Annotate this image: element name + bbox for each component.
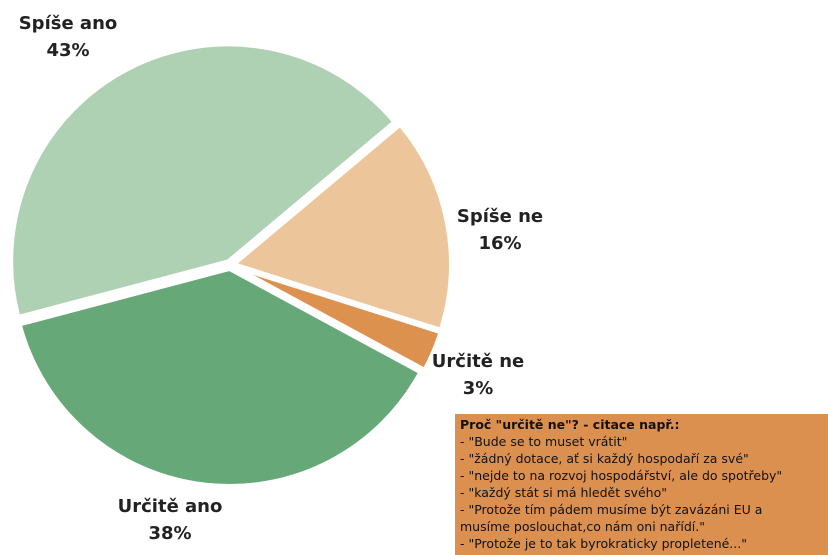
slice-value: 43% [46, 40, 89, 61]
annotation-line: - "nejde to na rozvoj hospodářství, ale … [460, 468, 783, 483]
pie-slice [232, 264, 444, 373]
slice-label: Určitě ano [118, 496, 223, 517]
annotation-title: Proč "určitě ne"? - citace např.: [460, 417, 680, 432]
annotation-line: - "Protože je to tak byrokraticky prople… [460, 536, 747, 551]
slice-label: Spíše ne [457, 206, 543, 227]
pie-slice [9, 42, 398, 320]
annotation-line: - "Protože tím pádem musíme být zavázáni… [460, 502, 763, 517]
pie-slice [229, 121, 453, 333]
pie-slice [17, 266, 424, 488]
annotation-box: Proč "určitě ne"? - citace např.: - "Bud… [455, 414, 828, 555]
annotation-line: musíme poslouchat,co nám oni nařídí." [460, 519, 705, 534]
annotation-line: - "Bude se to muset vrátit" [460, 434, 628, 449]
slice-label: Spíše ano [19, 13, 118, 34]
annotation-line: - "každý stát si má hledět svého" [460, 485, 668, 500]
slice-label: Určitě ne [432, 351, 524, 372]
slice-value: 38% [148, 523, 191, 544]
slice-value: 3% [463, 378, 494, 399]
annotation-line: - "žádný dotace, ať si každý hospodaří z… [460, 451, 749, 466]
slice-value: 16% [478, 233, 521, 254]
